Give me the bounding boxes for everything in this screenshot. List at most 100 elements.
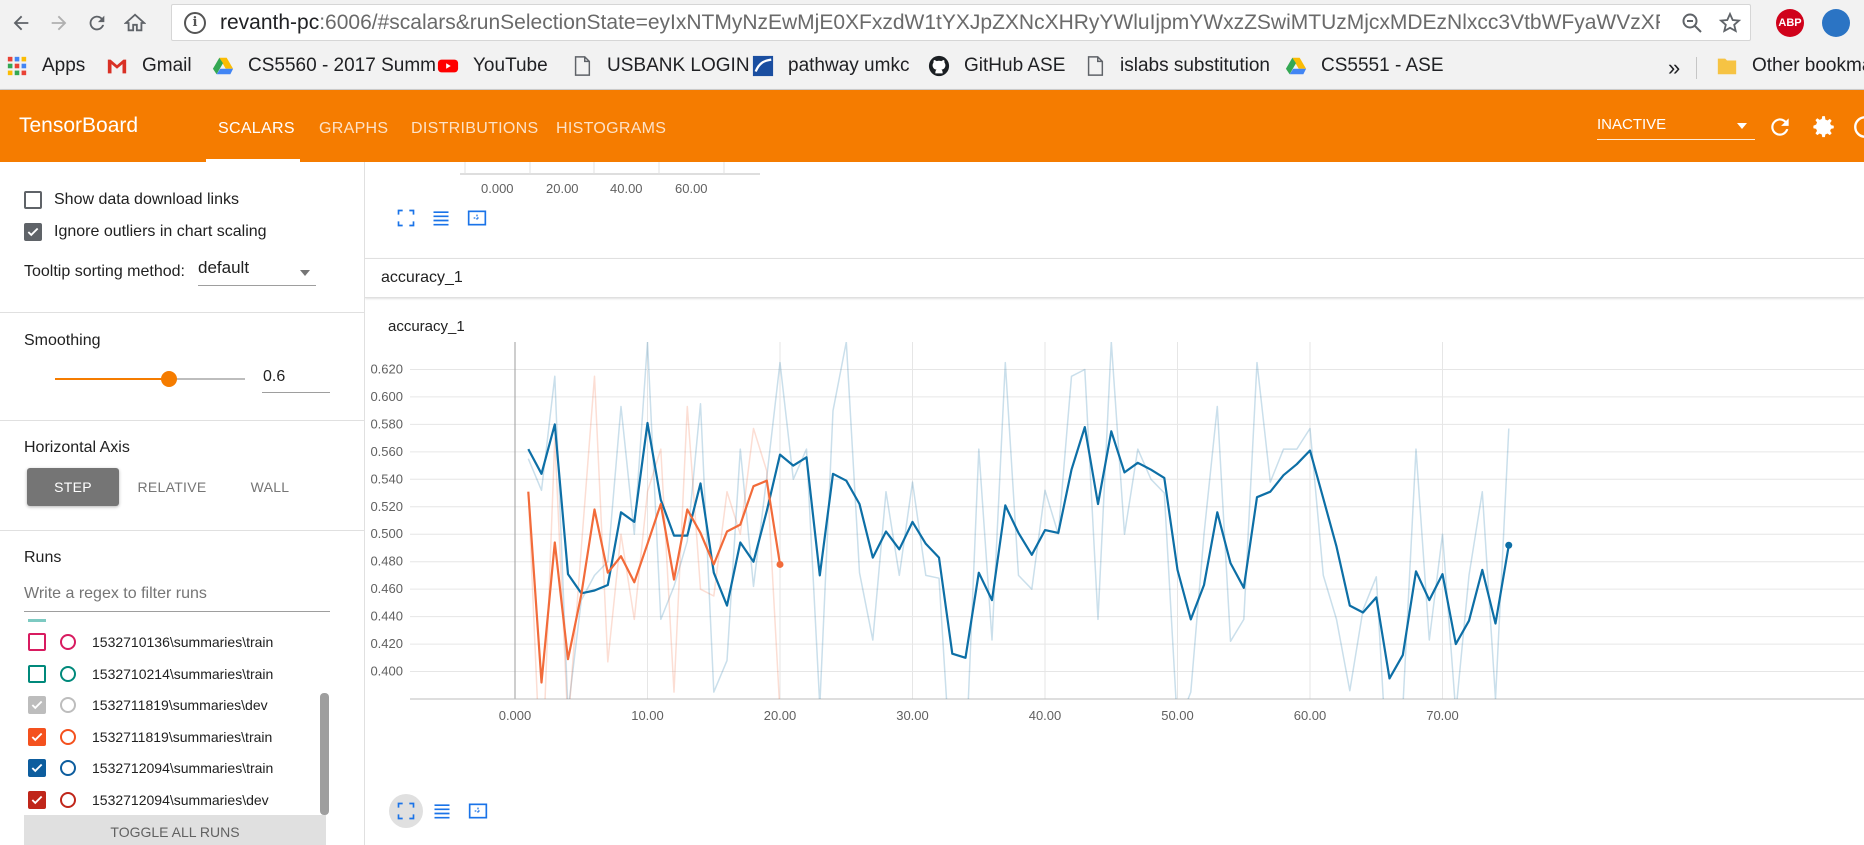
- run-row[interactable]: 1532711819\summaries\dev: [28, 693, 268, 717]
- checkbox-box: [24, 223, 42, 241]
- smoothing-value-input[interactable]: 0.6: [262, 365, 330, 393]
- checkmark-icon: [31, 732, 43, 741]
- run-row[interactable]: 1532710214\summaries\train: [28, 662, 273, 686]
- smoothing-slider-knob[interactable]: [161, 371, 177, 387]
- bookmark-cs5560[interactable]: CS5560 - 2017 Summ: [212, 55, 436, 77]
- run-checkbox[interactable]: [28, 664, 46, 683]
- run-row[interactable]: 1532712094\summaries\dev: [28, 788, 269, 812]
- bookmark-islabs[interactable]: islabs substitution: [1084, 55, 1270, 77]
- axis-step-button[interactable]: STEP: [27, 468, 119, 506]
- reload-button[interactable]: [80, 6, 114, 40]
- home-button[interactable]: [118, 6, 152, 40]
- fit-domain-icon: [468, 803, 488, 819]
- tab-graphs[interactable]: GRAPHS: [319, 120, 389, 137]
- toggle-log-scale-button[interactable]: [428, 797, 456, 825]
- bookmarks-overflow-button[interactable]: »: [1668, 55, 1680, 81]
- show-download-links-checkbox[interactable]: Show data download links: [24, 191, 239, 209]
- tab-histograms[interactable]: HISTOGRAMS: [556, 120, 667, 137]
- bookmark-label: YouTube: [473, 55, 548, 76]
- run-checkbox[interactable]: [28, 727, 46, 746]
- run-color-circle-icon[interactable]: [60, 634, 76, 650]
- run-color-circle-icon[interactable]: [60, 760, 76, 776]
- zoom-icon[interactable]: [1680, 11, 1704, 35]
- smoothed-series-line: [527, 479, 782, 684]
- bookmark-github[interactable]: GitHub ASE: [928, 55, 1065, 77]
- folder-icon: [1717, 58, 1737, 75]
- toggle-all-runs-button[interactable]: TOGGLE ALL RUNS: [24, 815, 326, 845]
- tab-distributions[interactable]: DISTRIBUTIONS: [411, 120, 539, 137]
- settings-gear-icon[interactable]: [1811, 114, 1837, 140]
- bookmark-label: islabs substitution: [1120, 55, 1270, 76]
- runs-label: Runs: [24, 549, 62, 566]
- bookmark-label: CS5560 - 2017 Summ: [248, 55, 436, 76]
- axis-relative-button[interactable]: RELATIVE: [137, 479, 207, 495]
- chart-title: accuracy_1: [388, 318, 465, 335]
- adblock-icon[interactable]: ABP: [1776, 9, 1804, 37]
- google-drive-icon: [212, 57, 234, 75]
- category-title: accuracy_1: [381, 269, 463, 286]
- extension-globe-icon[interactable]: [1822, 9, 1850, 37]
- inactive-dashboards-select[interactable]: INACTIVE: [1597, 116, 1755, 140]
- tab-scalars[interactable]: SCALARS: [218, 120, 295, 137]
- bookmark-label: Other bookma: [1752, 55, 1864, 76]
- category-header-accuracy[interactable]: accuracy_1: [365, 258, 1864, 298]
- fit-domain-button[interactable]: [389, 794, 423, 828]
- bookmark-cs5551[interactable]: CS5551 - ASE: [1285, 55, 1444, 77]
- run-row[interactable]: 1532712094\summaries\train: [28, 756, 273, 780]
- checkmark-icon: [31, 700, 43, 710]
- fit-to-data-button[interactable]: [463, 204, 491, 232]
- run-row[interactable]: 1532710136\summaries\train: [28, 630, 273, 654]
- y-tick-label: 0.500: [370, 526, 403, 541]
- run-name: 1532711819\summaries\dev: [92, 697, 268, 713]
- bookmark-pathway[interactable]: pathway umkc: [752, 55, 909, 77]
- bookmark-gmail[interactable]: Gmail: [106, 55, 192, 77]
- y-tick-label: 0.580: [370, 416, 403, 431]
- run-checkbox[interactable]: [28, 633, 46, 651]
- previous-chart-x-axis: 0.000 20.00 40.00 60.00: [460, 162, 760, 196]
- axis-wall-button[interactable]: WALL: [250, 479, 290, 495]
- runs-scrollbar[interactable]: [320, 693, 329, 815]
- list-icon: [433, 211, 449, 226]
- forward-button[interactable]: [42, 6, 76, 40]
- back-button[interactable]: [4, 6, 38, 40]
- star-icon[interactable]: [1718, 11, 1742, 35]
- bookmark-apps[interactable]: Apps: [6, 55, 85, 77]
- raw-series-line: [527, 342, 1510, 699]
- run-checkbox[interactable]: [28, 790, 46, 809]
- bookmark-label: GitHub ASE: [964, 55, 1066, 76]
- run-color-circle-icon[interactable]: [60, 665, 76, 682]
- run-checkbox[interactable]: [28, 696, 46, 714]
- run-color-circle-icon[interactable]: [60, 697, 76, 713]
- home-icon: [124, 13, 146, 31]
- page-icon: [574, 56, 591, 76]
- bookmark-other[interactable]: Other bookma: [1716, 55, 1864, 77]
- app-title: TensorBoard: [19, 114, 139, 137]
- toggle-log-scale-button[interactable]: [427, 204, 455, 232]
- tooltip-sorting-select[interactable]: default: [198, 258, 316, 286]
- run-name: 1532711819\summaries\train: [92, 728, 273, 745]
- plot-area: [527, 342, 1513, 699]
- runs-filter-input[interactable]: Write a regex to filter runs: [24, 582, 330, 612]
- run-row[interactable]: 1532711819\summaries\train: [28, 725, 272, 749]
- fit-to-data-button[interactable]: [464, 797, 492, 825]
- bookmark-youtube[interactable]: YouTube: [437, 55, 548, 77]
- checkbox-label: Ignore outliers in chart scaling: [54, 223, 267, 240]
- fit-domain-button[interactable]: [392, 204, 420, 232]
- accuracy-line-chart[interactable]: 0.400 0.420 0.440 0.460 0.480 0.500 0.520 0.540…: [365, 342, 1864, 814]
- bookmarks-bar: Apps Gmail CS5560 - 2017 Summ YouTube US…: [0, 45, 1864, 90]
- fit-domain-icon: [467, 210, 487, 226]
- refresh-icon[interactable]: [1767, 114, 1793, 140]
- bookmark-usbank[interactable]: USBANK LOGIN: [571, 55, 750, 77]
- smoothing-slider-fill: [55, 378, 169, 380]
- ignore-outliers-checkbox[interactable]: Ignore outliers in chart scaling: [24, 223, 267, 241]
- help-icon[interactable]: [1852, 114, 1864, 140]
- x-tick-label: 40.00: [1029, 708, 1062, 723]
- smoothed-series-line: [527, 421, 1510, 680]
- run-checkbox[interactable]: [28, 759, 46, 777]
- run-row-partial: [28, 619, 46, 622]
- x-tick-label: 30.00: [896, 708, 929, 723]
- tooltip-sorting-label: Tooltip sorting method:: [24, 263, 185, 280]
- url-field[interactable]: i revanth-pc:6006/#scalars&runSelectionS…: [171, 4, 1751, 41]
- run-color-circle-icon[interactable]: [60, 791, 76, 808]
- run-color-circle-icon[interactable]: [60, 728, 76, 745]
